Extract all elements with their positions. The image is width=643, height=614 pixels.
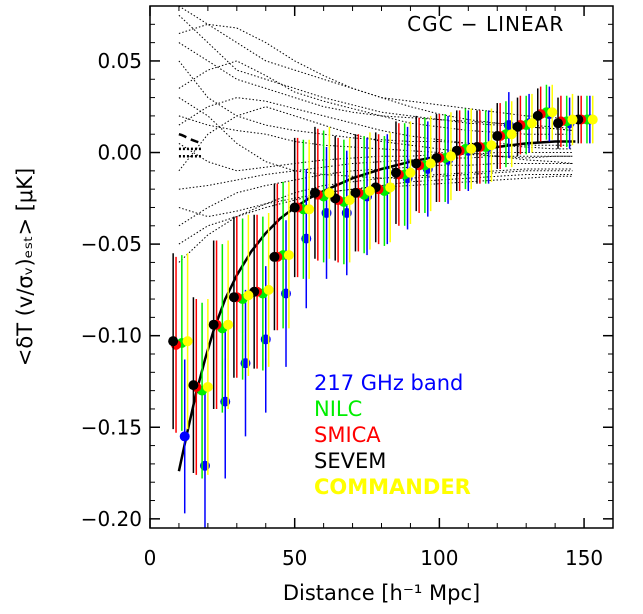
y-axis-title: <δT (v/σᵥ)ₑₛₜ> [μK] xyxy=(13,168,37,366)
data-point xyxy=(324,187,335,198)
data-point xyxy=(506,129,517,140)
dashed-curve xyxy=(178,133,203,145)
legend-entry: NILC xyxy=(314,397,362,421)
data-point xyxy=(486,140,497,151)
y-tick-label: −0.20 xyxy=(81,507,142,531)
reference-curves xyxy=(178,133,203,158)
data-point xyxy=(289,202,300,213)
data-point xyxy=(445,151,456,162)
x-tick-label: 0 xyxy=(144,546,157,570)
data-point xyxy=(411,158,422,169)
data-point xyxy=(208,319,219,330)
data-point xyxy=(567,114,578,125)
legend-entry: COMMANDER xyxy=(314,475,471,499)
data-point xyxy=(223,319,234,330)
null-curve xyxy=(178,60,573,146)
data-point xyxy=(526,118,537,129)
legend-entry: 217 GHz band xyxy=(314,371,463,395)
data-point xyxy=(466,143,477,154)
data-point xyxy=(553,118,564,129)
null-curve xyxy=(178,106,573,172)
data-point xyxy=(512,121,523,132)
data-point xyxy=(179,431,190,442)
data-point xyxy=(344,195,355,206)
data-point xyxy=(405,167,416,178)
data-point xyxy=(168,336,179,347)
x-tick-label: 50 xyxy=(282,546,307,570)
data-point xyxy=(350,187,361,198)
data-point xyxy=(202,381,213,392)
data-point xyxy=(492,131,503,142)
y-tick-label: 0.05 xyxy=(97,49,142,73)
x-tick-label: 100 xyxy=(420,546,458,570)
data-point xyxy=(283,250,294,261)
data-point xyxy=(309,187,320,198)
data-point xyxy=(532,110,543,121)
null-curve xyxy=(178,23,573,131)
data-point xyxy=(228,292,239,303)
data-point xyxy=(364,185,375,196)
series-commander xyxy=(182,84,598,475)
null-curve xyxy=(178,142,573,172)
data-point xyxy=(385,182,396,193)
data-point xyxy=(269,251,280,262)
y-tick-label: 0.00 xyxy=(97,141,142,165)
null-curve xyxy=(178,97,573,179)
data-point xyxy=(547,107,558,118)
data-point xyxy=(425,158,436,169)
legend-entry: SEVEM xyxy=(314,449,386,473)
y-tick-label: −0.05 xyxy=(81,232,142,256)
null-curve xyxy=(178,155,573,190)
null-curve xyxy=(178,174,573,245)
null-curve xyxy=(178,168,573,263)
data-points-layer xyxy=(168,84,598,528)
x-tick-label: 150 xyxy=(565,546,603,570)
data-point xyxy=(182,336,193,347)
series-sevem xyxy=(168,88,584,474)
data-point xyxy=(587,114,598,125)
data-point xyxy=(304,204,315,215)
null-curve xyxy=(178,42,573,130)
data-point xyxy=(390,167,401,178)
y-tick-label: −0.15 xyxy=(81,415,142,439)
axes: 0 50 100 150 −0.20 −0.15 −0.10 −0.05 0.00 0.05 xyxy=(81,5,613,570)
data-point xyxy=(243,290,254,301)
legend-entry: SMICA xyxy=(314,423,381,447)
chart-title: CGC − LINEAR xyxy=(407,12,564,36)
data-point xyxy=(188,380,199,391)
y-tick-label: −0.10 xyxy=(81,324,142,348)
null-curve xyxy=(178,97,573,150)
x-axis-title: Distance [h⁻¹ Mpc] xyxy=(283,581,480,605)
data-point xyxy=(263,284,274,295)
